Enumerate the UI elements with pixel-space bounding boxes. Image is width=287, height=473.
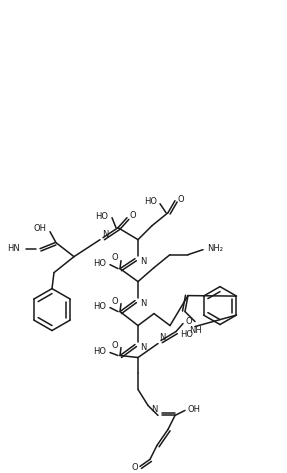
Text: HO: HO bbox=[180, 330, 193, 339]
Text: HO: HO bbox=[93, 259, 106, 268]
Text: O: O bbox=[111, 253, 118, 262]
Text: N: N bbox=[102, 230, 108, 239]
Text: N: N bbox=[159, 333, 165, 342]
Text: N: N bbox=[140, 257, 146, 266]
Text: O: O bbox=[131, 463, 138, 472]
Text: N: N bbox=[140, 298, 146, 307]
Text: HO: HO bbox=[144, 197, 157, 206]
Text: OH: OH bbox=[33, 224, 46, 233]
Text: HO: HO bbox=[93, 302, 106, 311]
Text: O: O bbox=[111, 341, 118, 350]
Text: N: N bbox=[140, 342, 146, 351]
Text: N: N bbox=[151, 405, 157, 414]
Text: OH: OH bbox=[188, 405, 201, 414]
Text: O: O bbox=[111, 297, 118, 306]
Text: NH₂: NH₂ bbox=[207, 244, 223, 253]
Text: HN: HN bbox=[7, 244, 20, 253]
Text: HO: HO bbox=[95, 212, 108, 221]
Text: NH: NH bbox=[190, 326, 202, 335]
Text: HO: HO bbox=[93, 347, 106, 356]
Text: O: O bbox=[130, 211, 137, 220]
Text: O: O bbox=[185, 317, 192, 326]
Text: O: O bbox=[178, 195, 185, 204]
